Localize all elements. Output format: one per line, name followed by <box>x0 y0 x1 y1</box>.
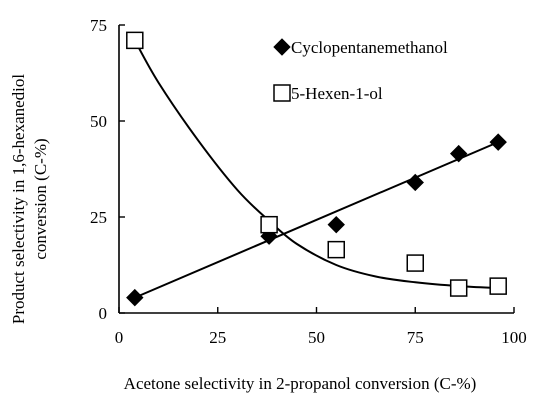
x-axis-title: Acetone selectivity in 2-propanol conver… <box>124 374 477 393</box>
legend: Cyclopentanemethanol 5-Hexen-1-ol <box>273 38 448 103</box>
data-point-series-1 <box>449 279 468 297</box>
data-point-series-1 <box>406 254 424 272</box>
trend-lines <box>133 39 499 299</box>
data-point-series-0 <box>126 288 144 307</box>
y-tick-label: 0 <box>99 304 108 323</box>
trend-line-series-1 <box>133 39 499 290</box>
trend-line-series-0 <box>134 141 499 299</box>
legend-label-5-hexen-1-ol: 5-Hexen-1-ol <box>291 84 383 103</box>
y-tick-label: 75 <box>90 16 107 35</box>
x-tick-label: 25 <box>209 328 226 347</box>
y-axis-title-line-1: Product selectivity in 1,6-hexanediol <box>9 74 28 324</box>
x-tick-label: 100 <box>501 328 527 347</box>
data-point-series-0 <box>449 144 468 163</box>
data-point-series-1 <box>126 31 144 50</box>
y-tick-label: 25 <box>90 208 107 227</box>
y-axis-title-line-2: conversion (C-%) <box>31 138 50 259</box>
data-point-series-0 <box>327 215 345 234</box>
data-point-series-1 <box>327 240 345 259</box>
data-point-series-1 <box>260 215 278 234</box>
axes <box>118 25 514 314</box>
legend-label-cyclopentanemethanol: Cyclopentanemethanol <box>291 38 448 57</box>
x-tick-label: 0 <box>115 328 124 347</box>
x-tick-label: 75 <box>407 328 424 347</box>
data-point-series-1 <box>489 277 507 295</box>
ticks: 0 25 50 75 100 0 25 50 75 <box>90 16 527 347</box>
x-tick-label: 50 <box>308 328 325 347</box>
data-point-series-0 <box>489 133 507 151</box>
legend-marker-cyclopentanemethanol <box>273 38 291 56</box>
legend-marker-5-hexen-1-ol <box>273 84 291 102</box>
data-points <box>126 31 507 307</box>
y-tick-label: 50 <box>90 112 107 131</box>
data-point-series-0 <box>406 173 424 192</box>
